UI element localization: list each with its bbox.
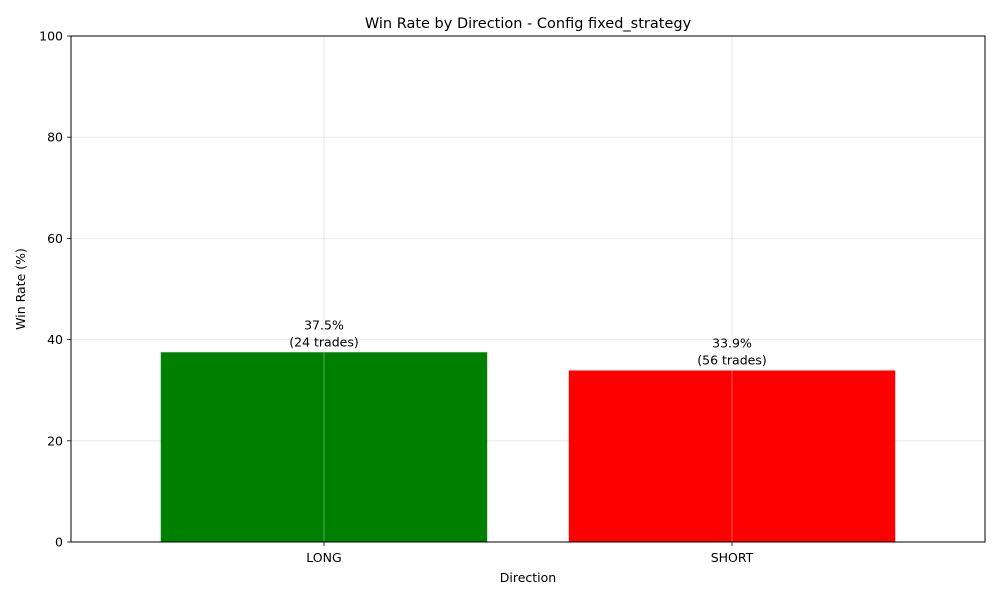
y-tick-label: 60 xyxy=(47,231,63,246)
grid-lines-front xyxy=(323,36,733,542)
x-axis-ticks: LONG SHORT xyxy=(306,542,754,565)
y-axis-label: Win Rate (%) xyxy=(13,248,28,330)
bars xyxy=(160,352,896,542)
y-tick-label: 0 xyxy=(55,535,63,550)
bar-value-label: (56 trades) xyxy=(697,352,766,367)
bar-value-labels: 37.5% (24 trades) 33.9% (56 trades) xyxy=(289,317,767,367)
x-tick-label: SHORT xyxy=(711,550,754,565)
y-tick-label: 80 xyxy=(47,130,63,145)
plot-frame xyxy=(70,35,986,543)
x-tick-label: LONG xyxy=(306,550,341,565)
y-axis-ticks: 0 20 40 60 80 100 xyxy=(39,29,71,550)
y-tick-label: 40 xyxy=(47,332,63,347)
y-tick-label: 100 xyxy=(39,29,63,44)
bar-value-label: 33.9% xyxy=(712,335,752,350)
y-tick-label: 20 xyxy=(47,433,63,448)
bar-value-label: 37.5% xyxy=(304,317,344,332)
x-axis-label: Direction xyxy=(500,570,556,585)
bar-value-label: (24 trades) xyxy=(289,334,358,349)
chart-title: Win Rate by Direction - Config fixed_str… xyxy=(365,16,692,32)
